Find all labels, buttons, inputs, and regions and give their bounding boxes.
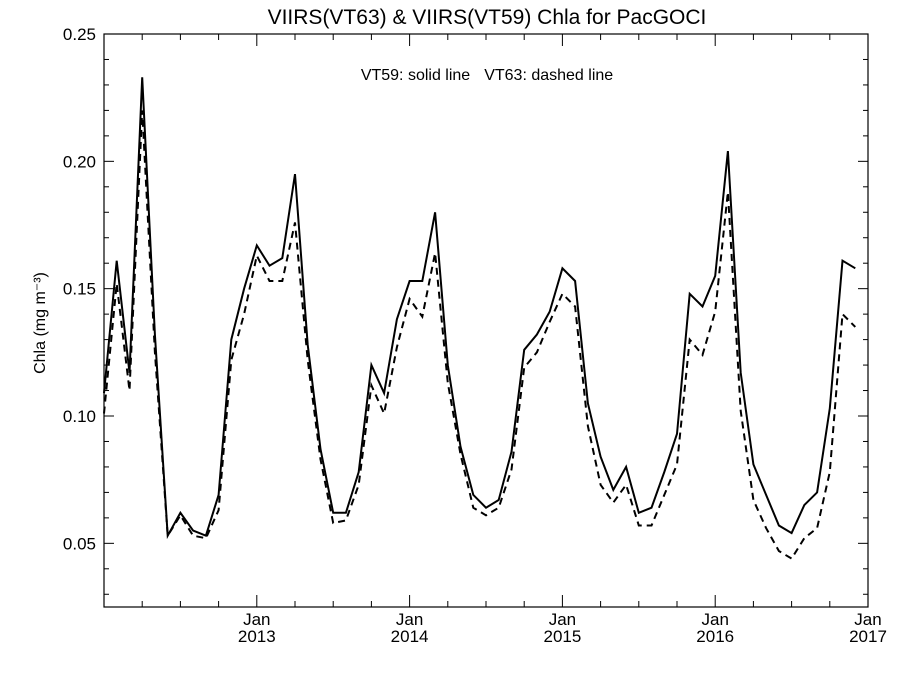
series-group xyxy=(103,77,857,560)
x-tick-label-month: Jan xyxy=(549,610,576,629)
series-line-vt63 xyxy=(103,110,857,560)
y-tick-label: 0.05 xyxy=(63,534,96,553)
series-line-vt59 xyxy=(103,77,856,540)
x-tick-label-month: Jan xyxy=(243,610,270,629)
x-tick-label-month: Jan xyxy=(396,610,423,629)
plot-frame xyxy=(103,33,869,608)
legend-dashed: VT63: dashed line xyxy=(484,67,613,84)
legend-solid: VT59: solid line xyxy=(361,67,470,84)
y-axis: 0.05 0.10 0.15 0.20 0.25 xyxy=(63,25,868,595)
x-tick-label-year: 2015 xyxy=(543,627,581,646)
legend-annotation: VT59: solid line VT63: dashed line xyxy=(361,67,613,84)
x-tick-label-year: 2017 xyxy=(849,627,887,646)
y-axis-label: Chla (mg m⁻³) xyxy=(32,272,49,374)
y-tick-label: 0.20 xyxy=(63,152,96,171)
x-tick-label-year: 2014 xyxy=(391,627,429,646)
y-tick-label: 0.10 xyxy=(63,407,96,426)
y-tick-label: 0.15 xyxy=(63,280,96,299)
x-tick-label-year: 2013 xyxy=(238,627,276,646)
x-tick-label-month: Jan xyxy=(701,610,728,629)
y-tick-label: 0.25 xyxy=(63,25,96,44)
chart-title: VIIRS(VT63) & VIIRS(VT59) Chla for PacGO… xyxy=(268,6,707,29)
x-tick-label-month: Jan xyxy=(854,610,881,629)
x-tick-label-year: 2016 xyxy=(696,627,734,646)
